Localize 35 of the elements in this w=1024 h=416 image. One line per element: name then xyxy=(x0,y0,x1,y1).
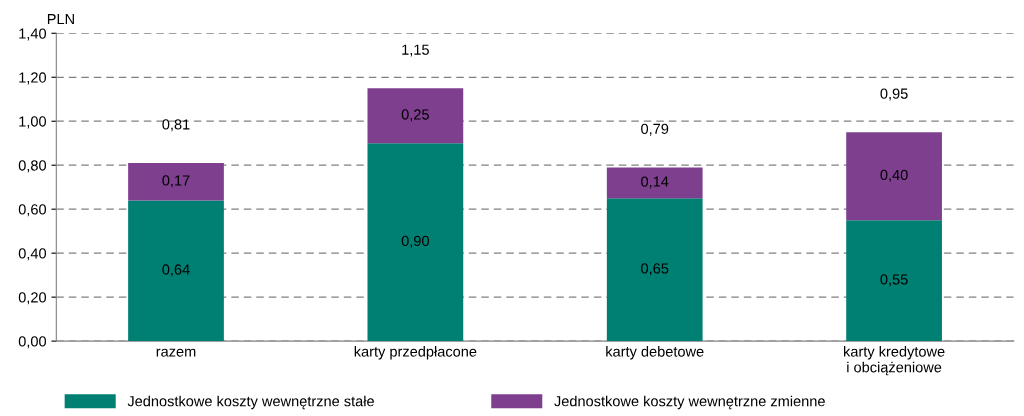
y-tick-label: 1,40 xyxy=(19,28,47,41)
x-tick-label: razem xyxy=(156,348,196,357)
y-tick-label: 0,00 xyxy=(18,336,47,349)
total-label: 0,79 xyxy=(641,123,669,136)
total-label: 1,15 xyxy=(402,44,429,57)
total-label: 0,81 xyxy=(162,119,190,132)
data-label: 0,90 xyxy=(401,235,429,248)
legend-label: Jednostkowe koszty wewnętrzne stałe xyxy=(127,395,374,410)
legend-label: Jednostkowe koszty wewnętrzne zmienne xyxy=(554,395,825,410)
bar xyxy=(606,167,703,199)
bar xyxy=(606,198,703,342)
total-label: 0,95 xyxy=(880,88,908,101)
data-label: 0,40 xyxy=(880,169,908,182)
y-tick-label: 1,20 xyxy=(19,72,47,85)
bar xyxy=(128,163,224,201)
data-label: 0,17 xyxy=(162,175,190,188)
data-label: 0,64 xyxy=(162,264,190,277)
bar xyxy=(846,220,942,342)
bar xyxy=(367,143,464,342)
bar xyxy=(367,88,464,144)
y-tick-label: 0,60 xyxy=(18,204,47,217)
data-label: 0,65 xyxy=(641,263,669,276)
y-tick-label: 0,40 xyxy=(18,248,47,261)
data-label: 0,14 xyxy=(641,176,669,189)
bar xyxy=(846,132,942,221)
data-label: 0,55 xyxy=(880,274,908,287)
x-tick-label: karty debetowe xyxy=(606,345,704,360)
x-tick-label: karty kredytowe i obciążeniowe xyxy=(844,345,945,376)
data-label: 0,25 xyxy=(401,109,429,122)
x-tick-label: karty przedpłacone xyxy=(354,345,477,360)
y-tick-label: 0,20 xyxy=(18,292,47,305)
bar xyxy=(128,200,224,342)
y-tick-label: 1,00 xyxy=(19,116,47,129)
y-tick-label: 0,80 xyxy=(18,160,47,173)
y-axis-title: PLN xyxy=(47,14,74,25)
